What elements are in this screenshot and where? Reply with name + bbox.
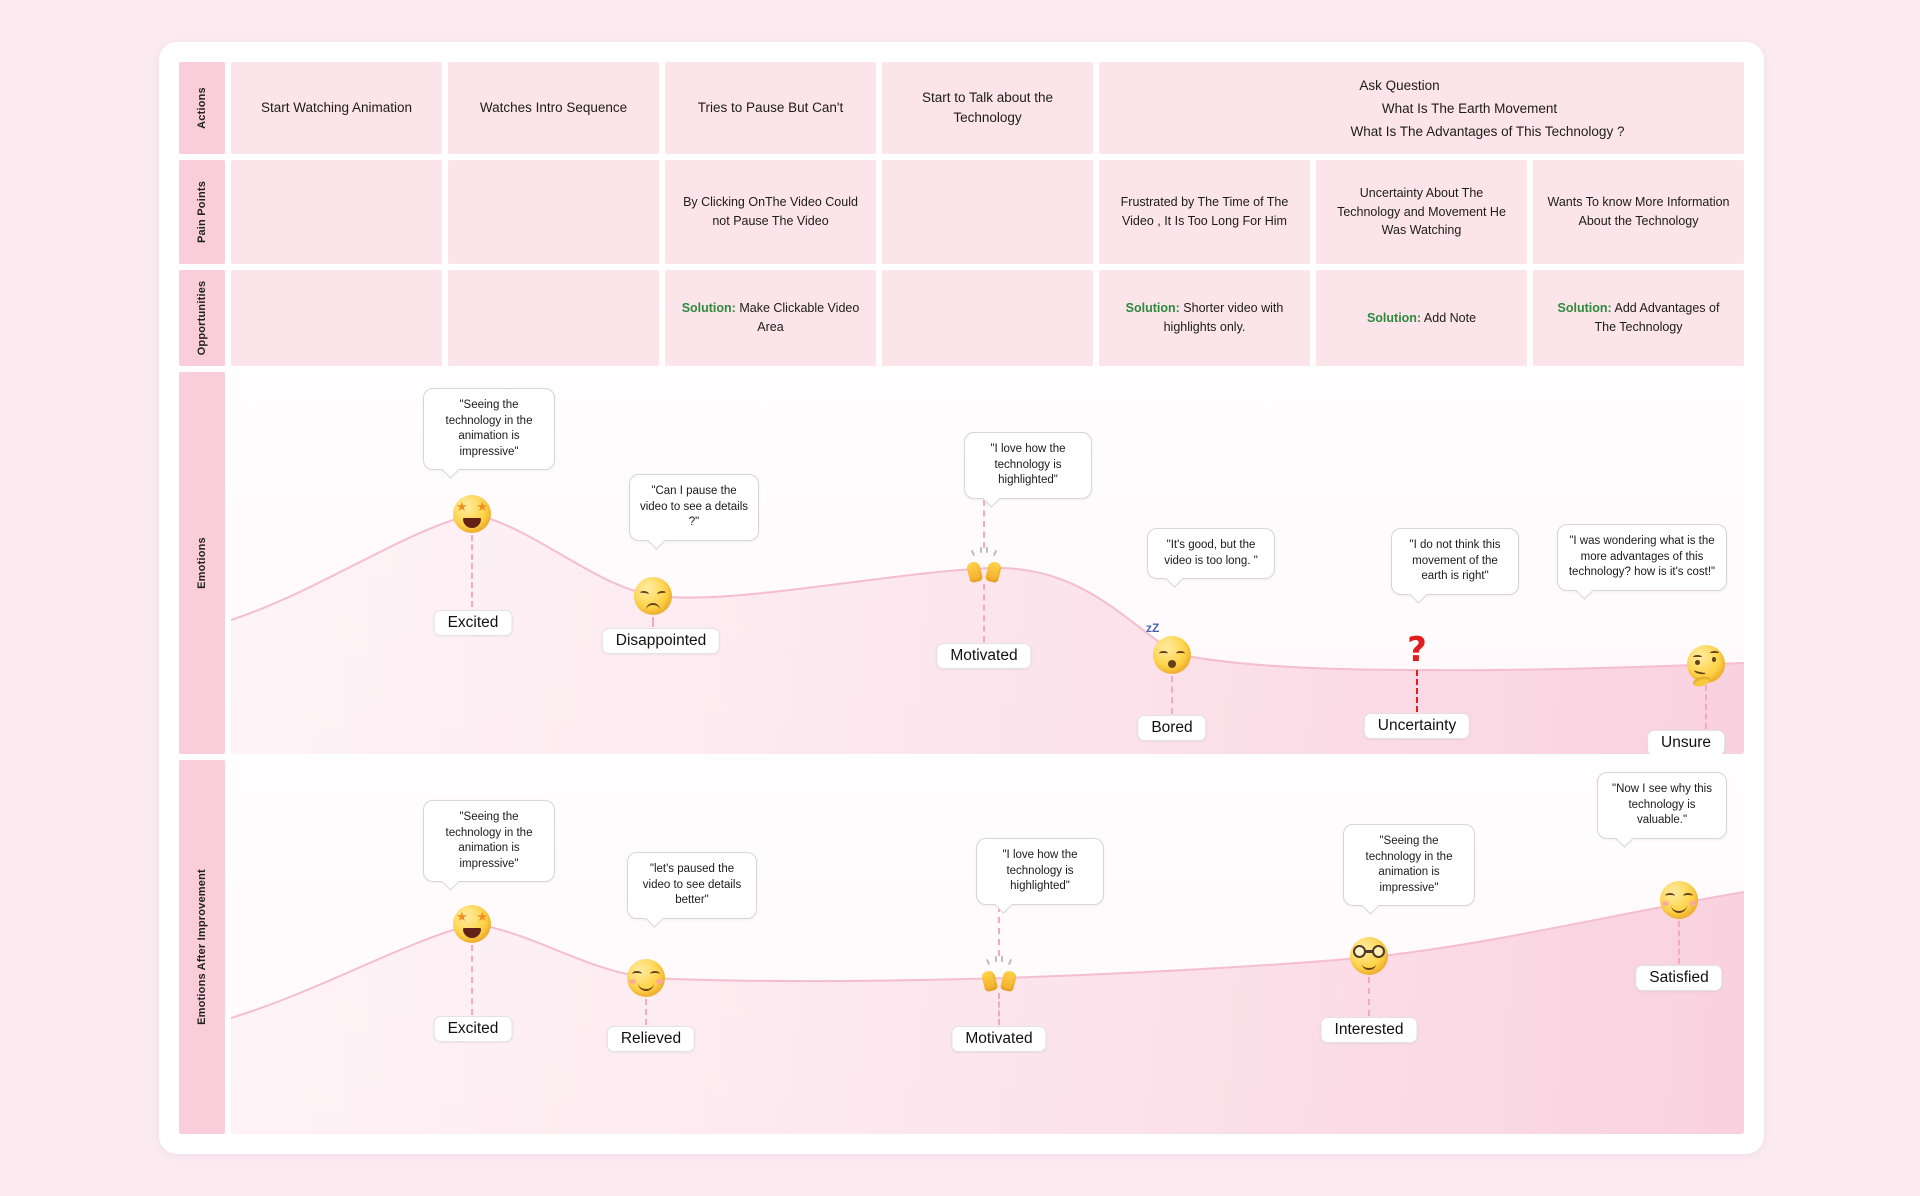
row-label-emotions-text: Emotions	[196, 537, 208, 589]
star-struck-emoji: ★ ★	[453, 905, 491, 943]
quote-bubble: "I was wondering what is the more advant…	[1557, 524, 1727, 591]
pain-text: By Clicking OnThe Video Could not Pause …	[683, 195, 858, 228]
dashed-connector	[1678, 921, 1680, 964]
emotion-label: Bored	[1137, 715, 1207, 741]
emotions-chart: "Seeing the technology in the animation …	[231, 372, 1744, 754]
solution-prefix: Solution:	[1125, 301, 1180, 316]
ask-question-line: What Is The Earth Movement	[1381, 100, 1558, 116]
dashed-connector	[998, 906, 1000, 956]
emotion-label: Relieved	[606, 1026, 696, 1052]
disappointed-emoji	[634, 577, 672, 615]
red-question-mark-icon: ?	[1407, 630, 1427, 670]
solution-text: Add Advantages of The Technology	[1594, 301, 1720, 334]
quote-bubble: "I do not think this movement of the ear…	[1391, 528, 1519, 595]
opportunity-cell-add-note: Solution: Add Note	[1316, 270, 1527, 366]
dashed-connector	[471, 945, 473, 1015]
dashed-connector	[471, 535, 473, 607]
dashed-connector-red	[1416, 670, 1418, 712]
action-text: Watches Intro Sequence	[479, 100, 628, 116]
dashed-connector	[1171, 676, 1173, 714]
pain-cell-empty	[231, 160, 442, 264]
nerd-emoji	[1350, 937, 1388, 975]
ask-question-line: Ask Question	[1359, 77, 1440, 93]
emotion-label: Uncertainty	[1363, 713, 1471, 739]
action-cell-4: Start to Talk about the Technology	[882, 62, 1093, 154]
solution-text: Add Note	[1423, 310, 1477, 325]
solution-prefix: Solution:	[1366, 310, 1422, 325]
journey-map-card: Actions Start Watching Animation Watches…	[159, 42, 1764, 1154]
pain-text: Uncertainty About The Technology and Mov…	[1337, 185, 1506, 238]
raising-hands-emoji	[963, 547, 1005, 584]
thinking-emoji	[1687, 645, 1725, 683]
quote-bubble: "let's paused the video to see details b…	[627, 852, 757, 919]
dashed-connector	[998, 993, 1000, 1025]
emotion-label: Interested	[1320, 1017, 1418, 1043]
quote-bubble: "I love how the technology is highlighte…	[976, 838, 1104, 905]
pain-cell-empty	[882, 160, 1093, 264]
quote-bubble: "Can I pause the video to see a details …	[629, 474, 759, 541]
emotion-label: Disappointed	[601, 628, 721, 654]
opportunity-cell-shorter-video: Solution: Shorter video with highlights …	[1099, 270, 1310, 366]
pain-cell-pause: By Clicking OnThe Video Could not Pause …	[665, 160, 876, 264]
solution-text: Shorter video with highlights only.	[1163, 301, 1284, 334]
row-label-emotions: Emotions	[179, 372, 225, 754]
emotion-label: Motivated	[951, 1026, 1047, 1052]
emotion-label: Excited	[433, 1016, 513, 1042]
dashed-connector	[645, 999, 647, 1025]
opportunity-cell-add-advantages: Solution: Add Advantages of The Technolo…	[1533, 270, 1744, 366]
star-struck-emoji: ★ ★	[453, 495, 491, 533]
row-label-pain-points: Pain Points	[179, 160, 225, 264]
ask-question-line: What Is The Advantages of This Technolog…	[1350, 123, 1625, 139]
action-text: Start to Talk about the Technology	[921, 90, 1054, 125]
quote-bubble: "Seeing the technology in the animation …	[423, 388, 555, 471]
action-cell-1: Start Watching Animation	[231, 62, 442, 154]
row-label-opportunities-text: Opportunities	[196, 280, 208, 356]
pain-cell-frustrated: Frustrated by The Time of The Video , It…	[1099, 160, 1310, 264]
emotion-label: Satisfied	[1635, 965, 1723, 991]
dashed-connector	[1368, 977, 1370, 1016]
emotion-label: Motivated	[936, 643, 1032, 669]
action-text: Tries to Pause But Can't	[697, 100, 844, 116]
action-cell-3: Tries to Pause But Can't	[665, 62, 876, 154]
emotion-label: Excited	[433, 610, 513, 636]
smiling-emoji	[627, 959, 665, 997]
row-label-actions-text: Actions	[196, 87, 208, 129]
opportunity-cell-empty	[448, 270, 659, 366]
opportunity-cell-empty	[882, 270, 1093, 366]
emotion-label: Unsure	[1647, 730, 1725, 754]
quote-bubble: "Seeing the technology in the animation …	[423, 800, 555, 883]
dashed-connector	[983, 584, 985, 642]
quote-bubble: "I love how the technology is highlighte…	[964, 432, 1092, 499]
dashed-connector	[652, 617, 654, 627]
opportunity-cell-clickable-area: Solution: Make Clickable Video Area	[665, 270, 876, 366]
action-cell-2: Watches Intro Sequence	[448, 62, 659, 154]
smiling-emoji	[1660, 881, 1698, 919]
row-label-actions: Actions	[179, 62, 225, 154]
solution-prefix: Solution:	[1557, 301, 1612, 316]
row-label-emotions-after-text: Emotions After Improvement	[196, 869, 208, 1025]
pain-cell-empty	[448, 160, 659, 264]
quote-bubble: "Seeing the technology in the animation …	[1343, 824, 1475, 907]
pain-cell-more-info: Wants To know More Information About the…	[1533, 160, 1744, 264]
emotions-after-improvement-chart: "Seeing the technology in the animation …	[231, 760, 1744, 1134]
opportunity-cell-empty	[231, 270, 442, 366]
action-text: Start Watching Animation	[260, 100, 413, 116]
pain-text: Frustrated by The Time of The Video , It…	[1120, 195, 1289, 228]
pain-cell-uncertainty: Uncertainty About The Technology and Mov…	[1316, 160, 1527, 264]
solution-text: Make Clickable Video Area	[739, 301, 860, 334]
action-cell-ask-question: Ask Question What Is The Earth Movement …	[1099, 62, 1744, 154]
dashed-connector	[983, 500, 985, 548]
dashed-connector	[1705, 685, 1707, 729]
row-label-pain-points-text: Pain Points	[196, 180, 208, 244]
solution-prefix: Solution:	[681, 301, 736, 316]
quote-bubble: "It's good, but the video is too long. "	[1147, 528, 1275, 580]
quote-bubble: "Now I see why this technology is valuab…	[1597, 772, 1727, 839]
row-label-emotions-after-improvement: Emotions After Improvement	[179, 760, 225, 1134]
row-label-opportunities: Opportunities	[179, 270, 225, 366]
pain-text: Wants To know More Information About the…	[1547, 195, 1730, 228]
raising-hands-emoji	[978, 956, 1020, 993]
journey-grid: Actions Start Watching Animation Watches…	[179, 62, 1744, 1134]
sleepy-emoji	[1146, 621, 1191, 674]
